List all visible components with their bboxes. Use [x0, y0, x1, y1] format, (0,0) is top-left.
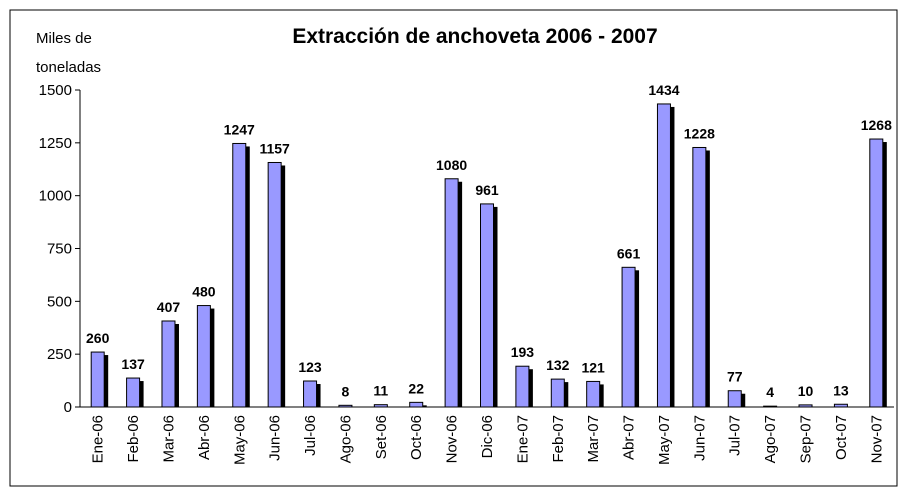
value-label: 1247 — [224, 121, 255, 137]
value-label: 260 — [86, 330, 110, 346]
value-label: 22 — [408, 380, 424, 396]
bar — [126, 377, 141, 408]
value-label: 480 — [192, 284, 216, 300]
value-label: 1228 — [684, 125, 715, 141]
value-label: 1080 — [436, 157, 467, 173]
x-tick-label: Jun-07 — [691, 415, 708, 461]
x-tick-label: Oct-07 — [833, 415, 850, 460]
x-tick-label: Ene-07 — [514, 415, 531, 463]
bar — [232, 142, 247, 408]
x-tick-label: Nov-07 — [868, 415, 885, 463]
value-label: 1157 — [259, 140, 290, 156]
bar — [586, 380, 601, 408]
value-label: 132 — [546, 357, 570, 373]
x-tick-label: Oct-06 — [408, 415, 425, 460]
x-tick-label: Feb-06 — [125, 415, 142, 463]
value-label: 137 — [121, 356, 145, 372]
x-tick-label: Dic-06 — [479, 415, 496, 458]
y-tick-label: 250 — [47, 346, 72, 363]
bar — [444, 178, 459, 408]
bar — [656, 103, 671, 408]
y-tick-label: 500 — [47, 293, 72, 310]
bar — [303, 380, 318, 408]
value-label: 13 — [833, 382, 849, 398]
value-label: 77 — [727, 369, 743, 385]
y-tick-label: 0 — [64, 399, 72, 416]
value-label: 123 — [298, 359, 322, 375]
y-tick-label: 1000 — [39, 188, 72, 205]
x-tick-label: Sep-07 — [798, 415, 815, 463]
x-tick-label: Ago-07 — [762, 415, 779, 463]
value-label: 1268 — [861, 117, 892, 133]
bar — [550, 378, 565, 408]
value-label: 961 — [475, 182, 499, 198]
x-tick-label: Abr-06 — [196, 415, 213, 460]
bar — [727, 390, 742, 408]
x-tick-label: Jun-06 — [267, 415, 284, 461]
x-tick-label: Nov-06 — [444, 415, 461, 463]
chart-title: Extracción de anchoveta 2006 - 2007 — [292, 25, 657, 48]
x-tick-label: May-06 — [231, 415, 248, 465]
value-label: 193 — [511, 344, 535, 360]
x-tick-label: Mar-06 — [160, 415, 177, 463]
value-label: 121 — [581, 359, 605, 375]
x-tick-label: Ene-06 — [90, 415, 107, 463]
y-tick-label: 1500 — [39, 82, 72, 99]
bar — [409, 401, 424, 408]
y-axis-label: toneladas — [36, 59, 101, 76]
y-tick-label: 750 — [47, 241, 72, 258]
x-tick-label: Jul-07 — [727, 415, 744, 456]
value-label: 661 — [617, 245, 641, 261]
x-tick-label: Set-06 — [373, 415, 390, 459]
value-label: 8 — [342, 383, 350, 399]
x-tick-label: May-07 — [656, 415, 673, 465]
y-tick-label: 1250 — [39, 135, 72, 152]
x-tick-label: Abr-07 — [621, 415, 638, 460]
bar — [515, 365, 530, 408]
x-tick-label: Feb-07 — [550, 415, 567, 463]
value-label: 407 — [157, 299, 181, 315]
bar — [480, 203, 494, 408]
value-label: 10 — [798, 383, 814, 399]
x-tick-label: Jul-06 — [302, 415, 319, 456]
bar — [267, 161, 282, 408]
bar — [692, 146, 707, 408]
bar — [869, 138, 884, 408]
bar — [621, 266, 636, 408]
value-label: 1434 — [648, 82, 679, 98]
y-axis-label: Miles de — [36, 30, 92, 47]
x-tick-label: Mar-07 — [585, 415, 602, 463]
bar — [196, 305, 211, 408]
bar — [90, 351, 105, 408]
value-label: 11 — [373, 383, 388, 399]
bar — [161, 320, 176, 408]
x-tick-label: Ago-06 — [337, 415, 354, 463]
value-label: 4 — [766, 384, 774, 400]
